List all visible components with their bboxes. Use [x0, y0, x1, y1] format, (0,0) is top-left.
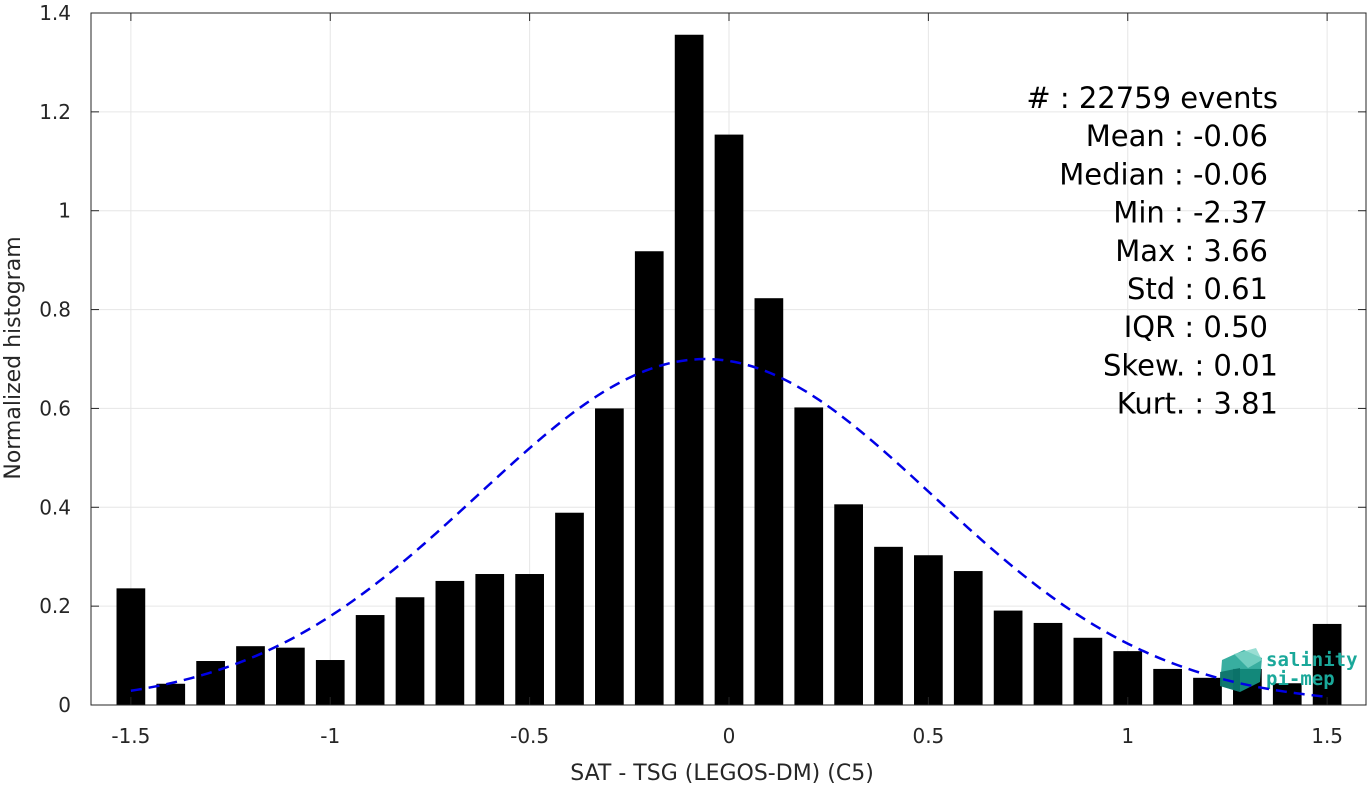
- y-tick-label: 1.4: [39, 1, 71, 25]
- stats-line: Skew. : 0.01: [1103, 348, 1278, 382]
- histogram-bar: [993, 610, 1023, 705]
- histogram-bar: [475, 574, 505, 705]
- x-tick-label: 1.5: [1311, 724, 1343, 748]
- histogram-bar: [1153, 668, 1182, 705]
- stats-line: Min : -2.37: [1113, 196, 1268, 230]
- x-tick-label: 0.5: [912, 724, 944, 748]
- histogram-bar: [515, 574, 544, 705]
- normal-fit: [130, 357, 1328, 699]
- histogram-bar: [236, 646, 265, 705]
- stats-line: IQR : 0.50: [1124, 310, 1268, 344]
- logo-text-line2: pi-mep: [1266, 668, 1335, 690]
- histogram-bar: [435, 580, 465, 705]
- x-axis-label: SAT - TSG (LEGOS-DM) (C5): [570, 761, 874, 785]
- histogram-bar: [834, 504, 863, 705]
- histogram-bar: [874, 546, 903, 705]
- histogram-bar: [555, 512, 584, 705]
- histogram-bar: [953, 571, 983, 705]
- y-tick-label: 1.2: [39, 100, 71, 124]
- logo-text-line1: salinity: [1266, 649, 1358, 671]
- histogram-bar: [1073, 637, 1103, 705]
- histogram-bar: [595, 408, 624, 705]
- histogram-bar: [634, 251, 664, 705]
- x-tick-label: -0.5: [510, 724, 549, 748]
- y-tick-label: 0.8: [39, 298, 71, 322]
- histogram-bar: [395, 597, 425, 705]
- y-tick-label: 0: [58, 693, 71, 717]
- statistics-box: # : 22759 events Mean : -0.06 Median : -0.…: [1026, 81, 1278, 421]
- x-tick-label: -1.5: [111, 724, 150, 748]
- axes: [90, 12, 1367, 706]
- histogram-bar: [754, 298, 784, 705]
- histogram-bar: [196, 661, 225, 705]
- histogram-bar: [276, 647, 305, 705]
- x-tick-label: 1: [1121, 724, 1134, 748]
- histogram-bar: [1113, 651, 1143, 705]
- bars: [116, 34, 1342, 705]
- stats-line: Std : 0.61: [1127, 272, 1268, 306]
- histogram-bar: [1033, 622, 1063, 705]
- stats-line: Mean : -0.06: [1086, 119, 1268, 153]
- y-tick-label: 0.4: [39, 495, 71, 519]
- histogram-bar: [714, 134, 744, 705]
- y-tick-label: 0.2: [39, 594, 71, 618]
- stats-line: Max : 3.66: [1115, 234, 1268, 268]
- normal-fit-curve: [130, 357, 1328, 699]
- stats-line: Median : -0.06: [1059, 157, 1268, 191]
- histogram-bar: [116, 588, 146, 705]
- histogram-bar: [914, 555, 943, 705]
- y-tick-label: 1: [58, 199, 71, 223]
- stats-line: # : 22759 events: [1026, 81, 1278, 115]
- histogram-bar: [794, 407, 824, 705]
- histogram-bar: [355, 615, 385, 705]
- histogram-bar: [674, 34, 704, 705]
- stats-line: Kurt. : 3.81: [1117, 387, 1278, 421]
- histogram-bar: [1272, 683, 1302, 705]
- histogram-bar: [156, 683, 186, 705]
- tick-labels: -1.5 -1 -0.5 0 0.5 1 1.5 0 0.2 0.4 0.6 0.8 1 1.2 1.4: [39, 1, 1343, 748]
- y-axis-label: Normalized histogram: [1, 236, 26, 479]
- histogram-bar: [1312, 623, 1342, 705]
- histogram-bar: [1193, 677, 1222, 705]
- x-tick-label: 0: [723, 724, 736, 748]
- x-tick-label: -1: [320, 724, 340, 748]
- y-tick-label: 0.6: [39, 396, 71, 420]
